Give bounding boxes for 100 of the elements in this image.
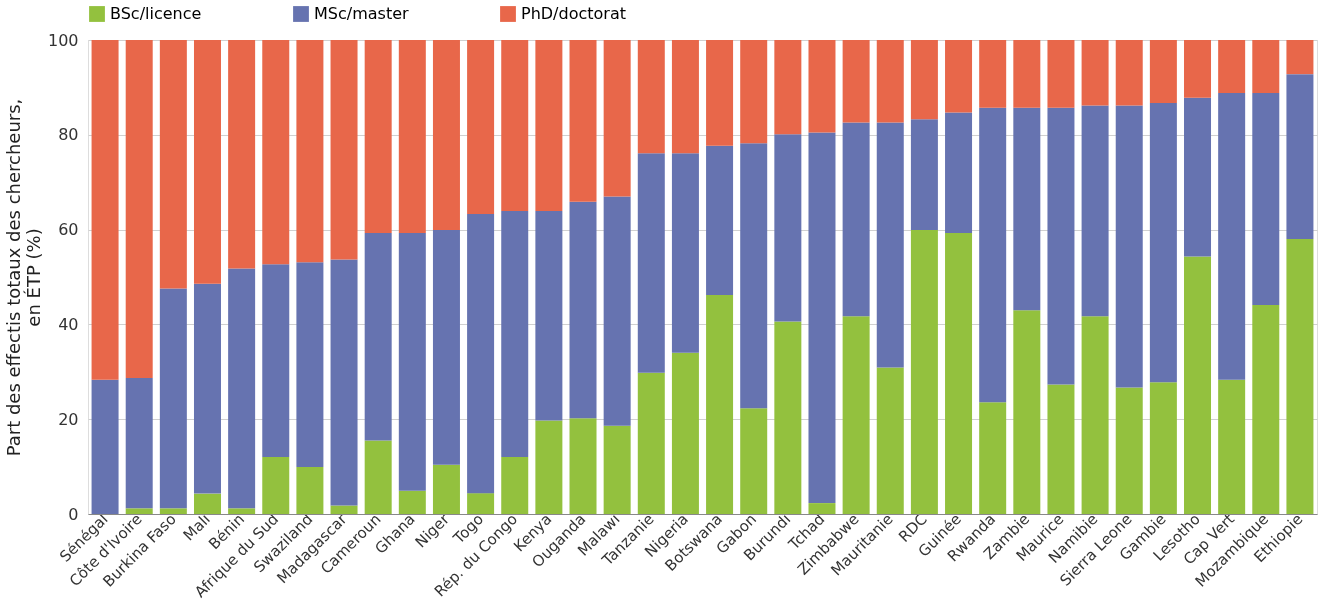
bar <box>1218 40 1246 94</box>
bar <box>740 408 768 514</box>
bar <box>364 40 392 233</box>
bar <box>876 40 904 123</box>
bar <box>979 107 1007 403</box>
bar <box>535 40 563 212</box>
bar <box>330 40 358 260</box>
bar <box>159 288 187 509</box>
bar <box>1149 103 1177 383</box>
bar <box>945 40 973 113</box>
y-tick-label: 40 <box>58 314 79 334</box>
bar <box>1218 93 1246 380</box>
y-tick-label: 60 <box>58 220 79 240</box>
bar <box>774 40 802 135</box>
bar <box>432 230 460 465</box>
bar <box>467 493 495 514</box>
bar <box>706 145 734 296</box>
bar <box>432 40 460 231</box>
bar <box>125 508 153 514</box>
bar <box>364 440 392 514</box>
bar <box>808 40 836 133</box>
bar <box>296 262 324 468</box>
bar <box>398 40 426 233</box>
bar <box>910 230 938 514</box>
bar <box>706 40 734 146</box>
bar <box>1081 316 1109 514</box>
bar <box>842 316 870 514</box>
bar <box>501 40 529 212</box>
bar <box>706 295 734 514</box>
bar <box>1115 40 1143 106</box>
bar <box>979 40 1007 108</box>
legend-label: BSc/licence <box>110 4 202 23</box>
bar <box>945 232 973 514</box>
bar <box>398 490 426 514</box>
bar <box>979 402 1007 514</box>
bar <box>1115 105 1143 388</box>
bar <box>637 40 665 154</box>
bar <box>91 379 119 514</box>
bar <box>228 268 256 509</box>
bar <box>364 232 392 441</box>
bar <box>637 153 665 373</box>
bar <box>603 425 631 514</box>
bar <box>125 40 153 378</box>
bar <box>1081 40 1109 106</box>
bar <box>1149 382 1177 514</box>
bar <box>603 196 631 426</box>
bar <box>740 40 768 144</box>
bar <box>193 493 221 514</box>
bar <box>876 122 904 368</box>
bar <box>1047 40 1075 108</box>
bar <box>501 211 529 458</box>
bar <box>193 283 221 494</box>
bar <box>159 40 187 289</box>
bar <box>501 457 529 514</box>
bar <box>569 40 597 202</box>
bar <box>637 372 665 514</box>
bar <box>740 143 768 409</box>
bar <box>910 40 938 120</box>
bar <box>671 40 699 154</box>
bar <box>1047 107 1075 385</box>
bar <box>1115 387 1143 514</box>
bar <box>296 467 324 514</box>
legend-label: PhD/doctorat <box>521 4 626 23</box>
bar <box>330 259 358 506</box>
bar <box>808 503 836 514</box>
bar <box>945 112 973 233</box>
bar <box>228 508 256 514</box>
bar <box>1013 107 1041 311</box>
bar <box>1286 40 1314 75</box>
bar <box>262 457 290 514</box>
legend-label: MSc/master <box>314 4 409 23</box>
y-tick-label: 100 <box>47 30 79 50</box>
bar <box>228 40 256 269</box>
bar <box>535 211 563 421</box>
bar <box>876 367 904 514</box>
bar <box>1184 97 1212 257</box>
y-tick-label: 20 <box>58 409 79 429</box>
bar <box>1218 379 1246 514</box>
bar <box>808 132 836 504</box>
y-axis-title: Part des effectis totaux des chercheurs, en ÉTP (%) <box>2 98 44 457</box>
bar <box>467 213 495 494</box>
bar <box>262 40 290 265</box>
bar <box>671 153 699 353</box>
bar <box>1047 384 1075 514</box>
bar <box>603 40 631 197</box>
bar <box>467 40 495 214</box>
bar <box>774 321 802 514</box>
bar <box>125 377 153 509</box>
bar <box>159 508 187 514</box>
bar <box>1286 74 1314 240</box>
bar <box>842 40 870 123</box>
bar <box>1184 256 1212 514</box>
bar <box>330 505 358 514</box>
bar <box>1286 239 1314 514</box>
bar <box>1184 40 1212 98</box>
bar <box>91 40 119 380</box>
bar <box>910 119 938 231</box>
bar <box>432 464 460 514</box>
bar <box>1013 310 1041 514</box>
bar <box>1149 40 1177 104</box>
